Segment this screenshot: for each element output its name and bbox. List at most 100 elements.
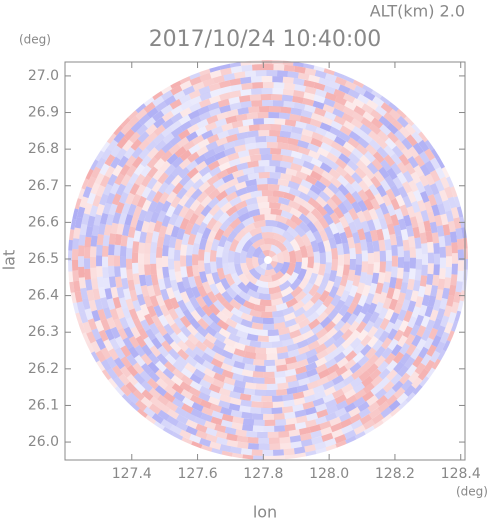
radar-cell: [193, 275, 203, 288]
radar-cell: [433, 253, 440, 265]
radar-cell: [406, 190, 417, 204]
radar-cell: [264, 359, 276, 366]
radar-cell: [259, 243, 272, 252]
radar-cell: [264, 166, 276, 173]
radar-cell: [339, 146, 352, 158]
radar-cell: [275, 166, 287, 174]
radar-cell: [268, 335, 280, 342]
radar-cell: [113, 385, 125, 398]
radar-cell: [331, 374, 345, 386]
radar-cell: [222, 225, 234, 238]
radar-cell: [242, 222, 256, 234]
radar-cell: [154, 201, 165, 214]
radar-cell: [314, 356, 328, 368]
radar-cell: [374, 355, 386, 368]
radar-cell: [453, 217, 462, 229]
y-tick-label: 26.5: [28, 251, 59, 267]
radar-cell: [330, 140, 343, 152]
radar-cell: [242, 300, 256, 310]
radar-cell: [332, 388, 345, 399]
radar-cell: [231, 422, 243, 430]
radar-cell: [221, 413, 234, 423]
radar-cell: [224, 426, 237, 435]
radar-cell: [79, 223, 88, 236]
radar-cell: [170, 322, 182, 336]
radar-cell: [219, 219, 232, 232]
radar-cell: [328, 236, 337, 249]
radar-cell: [208, 303, 221, 316]
radar-cell: [194, 154, 207, 165]
radar-cell: [130, 216, 139, 228]
radar-cell: [427, 295, 437, 308]
radar-cell: [356, 210, 367, 223]
radar-cell: [179, 120, 193, 132]
radar-cell: [219, 104, 232, 114]
radar-cell: [186, 167, 199, 179]
radar-cell: [157, 172, 169, 185]
radar-cell: [142, 95, 155, 107]
radar-cell: [78, 234, 86, 246]
radar-cell: [101, 148, 112, 161]
radar-cell: [339, 274, 349, 287]
radar-cell: [226, 325, 239, 336]
radar-cell: [256, 286, 270, 295]
radar-cell: [269, 160, 281, 167]
radar-cell: [279, 333, 291, 342]
radar-cell: [88, 158, 99, 171]
radar-cell: [335, 165, 348, 178]
radar-cell: [136, 124, 148, 136]
radar-cell: [306, 380, 319, 390]
radar-cell: [127, 279, 136, 292]
radar-cell: [254, 389, 266, 396]
radar-cell: [192, 81, 205, 92]
radar-cell: [134, 354, 146, 367]
radar-cell: [283, 64, 296, 72]
radar-cell: [209, 69, 222, 79]
radar-cell: [343, 226, 353, 239]
radar-cell: [287, 349, 300, 358]
radar-cell: [278, 272, 292, 285]
radar-cell: [160, 419, 173, 430]
radar-cell: [402, 325, 413, 338]
radar-cell: [341, 383, 354, 394]
radar-cell: [112, 365, 124, 378]
radar-cell: [190, 408, 203, 419]
radar-cell: [269, 443, 281, 450]
radar-cell: [158, 225, 168, 238]
radar-cell: [106, 377, 118, 390]
radar-cell: [278, 327, 291, 336]
radar-cell: [351, 172, 363, 184]
radar-cell: [247, 160, 259, 169]
radar-cell: [131, 156, 144, 169]
radar-cell: [252, 214, 265, 223]
radar-cell: [347, 236, 356, 249]
radar-cell: [152, 421, 165, 432]
radar-cell: [123, 128, 135, 141]
radar-cell: [103, 307, 113, 320]
radar-cell: [319, 316, 332, 329]
radar-cell: [195, 340, 208, 352]
radar-cell: [100, 297, 109, 309]
radar-cell: [328, 222, 339, 235]
radar-cell: [433, 264, 440, 276]
radar-cell: [176, 340, 189, 352]
radar-cell: [323, 239, 332, 252]
radar-cell: [141, 344, 153, 357]
radar-cell: [135, 335, 147, 348]
radar-cell: [249, 309, 262, 318]
radar-cell: [68, 239, 73, 251]
radar-cell: [368, 282, 378, 295]
radar-cell: [360, 344, 372, 356]
radar-cell: [98, 223, 106, 235]
radar-cell: [152, 110, 165, 122]
radar-cell: [322, 393, 335, 404]
radar-cell: [201, 129, 214, 140]
radar-cell: [185, 131, 199, 142]
radar-cell: [350, 118, 364, 129]
radar-cell: [314, 180, 327, 192]
radar-cell: [162, 368, 175, 380]
radar-cell: [179, 174, 191, 187]
radar-cell: [220, 67, 232, 76]
radar-cell: [445, 245, 452, 257]
radar-cell: [253, 304, 266, 312]
